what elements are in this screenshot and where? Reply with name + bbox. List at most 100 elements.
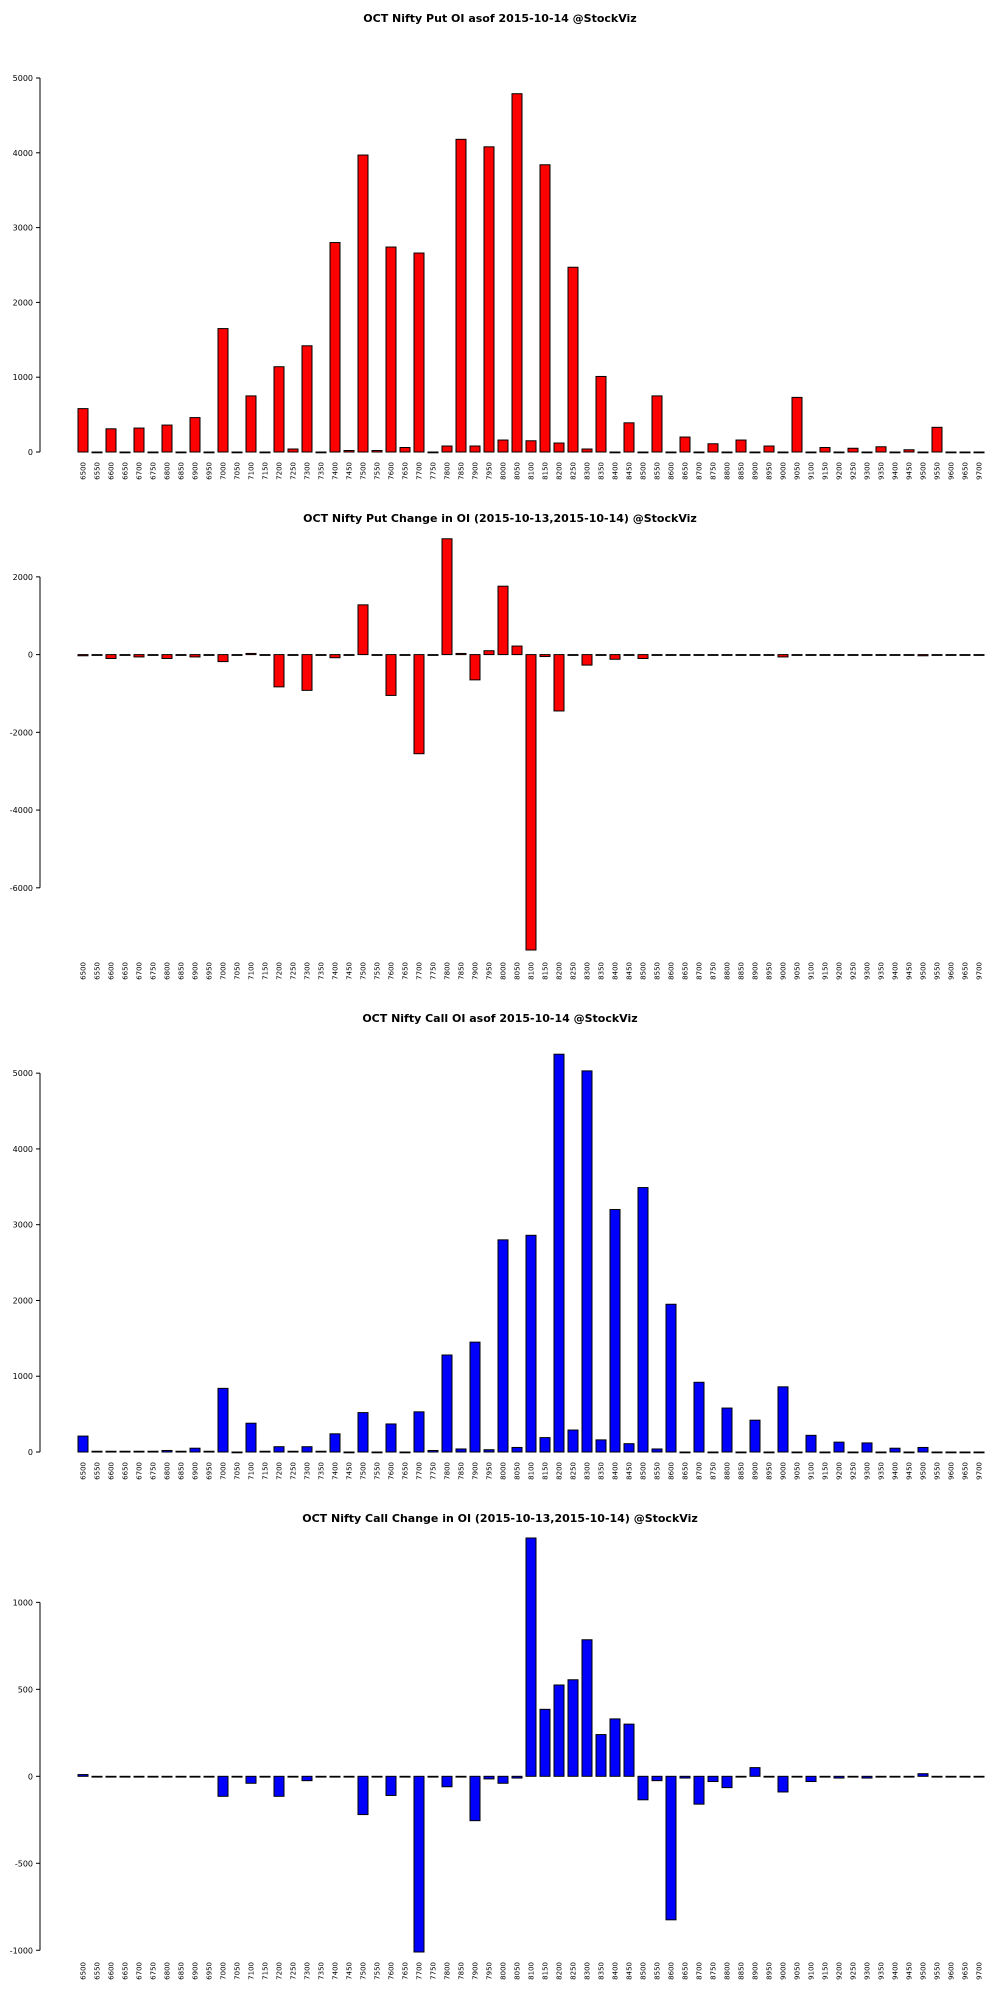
bar-7000 — [217, 1775, 229, 1797]
x-tick-label: 7850 — [458, 462, 466, 480]
x-tick-label: 7500 — [360, 962, 368, 980]
x-tick-label: 6550 — [94, 1462, 102, 1480]
x-tick-label: 8350 — [598, 962, 606, 980]
bar-8400 — [609, 654, 621, 660]
bar-7100 — [245, 395, 257, 453]
x-tick-label: 7400 — [332, 1962, 340, 1980]
bar-9050 — [791, 1775, 803, 1778]
bar-8050 — [511, 1775, 523, 1779]
x-tick-label: 6650 — [122, 1962, 130, 1980]
bar-9400 — [889, 451, 901, 454]
bar-8900 — [749, 1419, 761, 1453]
x-tick-labels: 6500 6550 6600 6650 6700 6750 6800 6850 6900 6950… — [80, 462, 984, 480]
x-tick-label: 6850 — [178, 1462, 186, 1480]
x-tick-label: 8000 — [500, 1962, 508, 1980]
x-tick-label: 8250 — [570, 1462, 578, 1480]
bar-6500 — [77, 654, 89, 657]
bar-8100 — [525, 1537, 537, 1777]
x-tick-label: 6500 — [80, 1962, 88, 1980]
x-tick-label: 9400 — [892, 462, 900, 480]
bars — [77, 538, 985, 951]
x-tick-label: 8000 — [500, 1462, 508, 1480]
bar-7450 — [343, 1451, 355, 1454]
y-axis: -1000 -500 0 500 1000 — [10, 1598, 41, 1955]
x-tick-label: 9000 — [780, 462, 788, 480]
bar-7900 — [469, 1775, 481, 1822]
x-tick-label: 8550 — [654, 1962, 662, 1980]
x-tick-label: 7150 — [262, 1962, 270, 1980]
x-tick-label: 8750 — [710, 1462, 718, 1480]
x-tick-label: 7450 — [346, 1462, 354, 1480]
x-tick-label: 8850 — [738, 962, 746, 980]
chart-2: OCT Nifty Put Change in OI (2015-10-13,2… — [10, 512, 985, 980]
x-tick-label: 6650 — [122, 962, 130, 980]
bar-8850 — [735, 1451, 747, 1454]
bar-6600 — [105, 1775, 117, 1778]
bar-9100 — [805, 1775, 817, 1783]
x-tick-label: 6800 — [164, 462, 172, 480]
bar-8700 — [693, 1381, 705, 1453]
x-tick-label: 7400 — [332, 1462, 340, 1480]
x-tick-label: 9450 — [906, 462, 914, 480]
bar-9650 — [959, 451, 971, 454]
y-tick-label: 0 — [28, 448, 33, 457]
x-tick-label: 9450 — [906, 962, 914, 980]
bar-7200 — [273, 1446, 285, 1453]
bar-7150 — [259, 654, 271, 656]
bar-8150 — [539, 654, 551, 658]
bar-6950 — [203, 654, 215, 656]
x-tick-label: 8800 — [724, 1462, 732, 1480]
bar-6700 — [133, 654, 145, 658]
bar-9200 — [833, 1775, 845, 1779]
bar-6600 — [105, 428, 117, 453]
x-tick-label: 7200 — [276, 462, 284, 480]
x-tick-label: 6900 — [192, 1462, 200, 1480]
bar-8750 — [707, 654, 719, 656]
x-tick-label: 8650 — [682, 1462, 690, 1480]
bar-9450 — [903, 1451, 915, 1454]
x-tick-label: 6650 — [122, 462, 130, 480]
bar-9000 — [777, 451, 789, 454]
bar-8100 — [525, 1234, 537, 1453]
bar-7900 — [469, 654, 481, 681]
bar-7600 — [385, 654, 397, 696]
bar-7250 — [287, 1450, 299, 1453]
x-tick-label: 6700 — [136, 1462, 144, 1480]
bar-8400 — [609, 1209, 621, 1453]
bar-7750 — [427, 451, 439, 454]
x-tick-label: 7000 — [220, 462, 228, 480]
x-tick-label: 9600 — [948, 462, 956, 480]
bar-7800 — [441, 1354, 453, 1453]
y-tick-label: 0 — [28, 651, 33, 660]
x-tick-label: 7950 — [486, 962, 494, 980]
x-tick-label: 8350 — [598, 1962, 606, 1980]
x-tick-label: 6500 — [80, 1462, 88, 1480]
bar-9500 — [917, 1773, 929, 1777]
x-tick-label: 8250 — [570, 462, 578, 480]
bar-7050 — [231, 1775, 243, 1778]
bar-9550 — [931, 426, 943, 453]
bar-9450 — [903, 449, 915, 453]
bar-8100 — [525, 440, 537, 453]
x-tick-label: 7800 — [444, 462, 452, 480]
x-tick-label: 8150 — [542, 1962, 550, 1980]
bar-8950 — [763, 1451, 775, 1454]
bar-7450 — [343, 450, 355, 453]
bar-7700 — [413, 1411, 425, 1453]
x-tick-label: 9150 — [822, 462, 830, 480]
bar-6750 — [147, 1775, 159, 1778]
bar-7200 — [273, 1775, 285, 1797]
x-tick-label: 8800 — [724, 1962, 732, 1980]
bar-6750 — [147, 654, 159, 656]
x-tick-label: 7550 — [374, 1462, 382, 1480]
x-tick-label: 7250 — [290, 962, 298, 980]
x-tick-label: 7350 — [318, 462, 326, 480]
bar-9400 — [889, 1775, 901, 1778]
bar-7950 — [483, 1449, 495, 1453]
bar-8650 — [679, 436, 691, 453]
bar-8550 — [651, 1448, 663, 1453]
bar-7100 — [245, 1422, 257, 1453]
x-tick-label: 9500 — [920, 462, 928, 480]
bar-7650 — [399, 654, 411, 656]
bar-9650 — [959, 1451, 971, 1454]
